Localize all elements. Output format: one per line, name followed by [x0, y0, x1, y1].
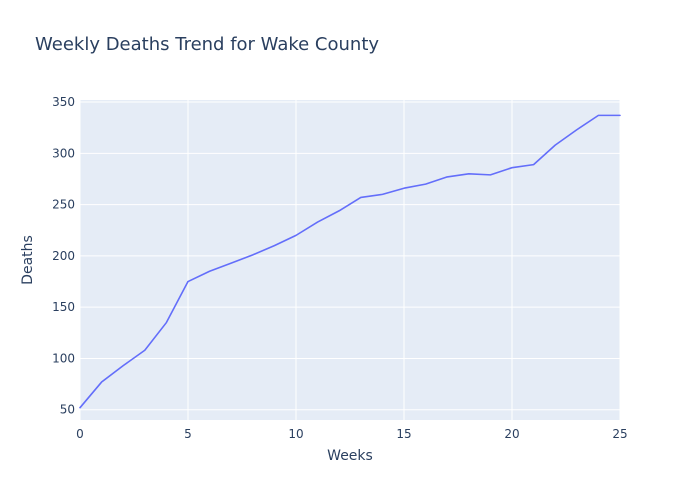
y-tick-label: 200	[52, 249, 75, 263]
y-tick-label: 250	[52, 198, 75, 212]
y-tick-label: 150	[52, 300, 75, 314]
y-tick-label: 50	[60, 403, 75, 417]
y-axis-title: Deaths	[20, 235, 36, 285]
y-axis-ticks: 50 100 150 200 250 300 350	[52, 95, 75, 417]
x-tick-label: 15	[396, 427, 411, 441]
x-tick-label: 10	[288, 427, 303, 441]
x-tick-label: 20	[504, 427, 519, 441]
x-axis-title: Weeks	[327, 448, 373, 464]
x-tick-label: 25	[612, 427, 627, 441]
y-tick-label: 350	[52, 95, 75, 109]
y-grid	[80, 101, 620, 411]
x-tick-label: 5	[184, 427, 192, 441]
x-axis-ticks: 0 5 10 15 20 25	[76, 427, 627, 441]
y-tick-label: 100	[52, 351, 75, 365]
series-line	[79, 114, 621, 409]
x-tick-label: 0	[76, 427, 84, 441]
plot-area	[80, 100, 620, 420]
y-tick-label: 300	[52, 146, 75, 160]
chart-title: Weekly Deaths Trend for Wake County	[35, 34, 379, 55]
